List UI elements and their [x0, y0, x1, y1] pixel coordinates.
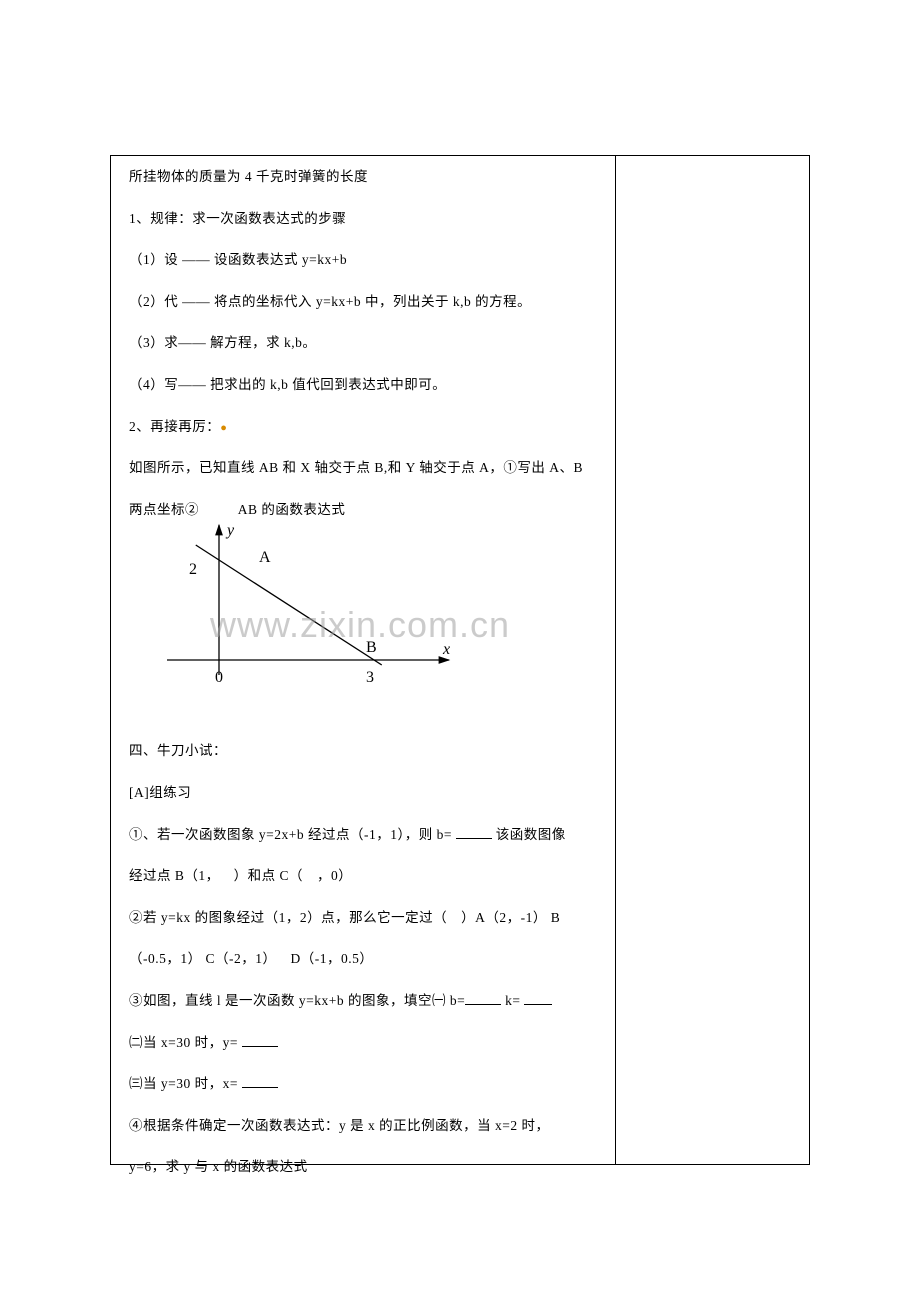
text-line: 1、规律：求一次函数表达式的步骤 — [129, 208, 597, 230]
text-line: y=6，求 y 与 x 的函数表达式 — [129, 1156, 597, 1178]
text-span: ㈡当 x=30 时，y= — [129, 1035, 242, 1050]
text-span: AB 的函数表达式 — [238, 502, 346, 517]
fill-blank — [524, 991, 552, 1005]
text-line: ③如图，直线 l 是一次函数 y=kx+b 的图象，填空㈠ b= k= — [129, 990, 597, 1012]
text-line: ㈢当 y=30 时，x= — [129, 1073, 597, 1095]
text-line: 经过点 B（1， ）和点 C（ ，0） — [129, 865, 597, 887]
text-span: 该函数图像 — [496, 827, 566, 842]
svg-text:3: 3 — [366, 669, 374, 686]
text-line: ②若 y=kx 的图象经过（1，2）点，那么它一定过（ ）A（2，-1） B — [129, 907, 597, 929]
text-line: ㈡当 x=30 时，y= — [129, 1032, 597, 1054]
text-line: 2、再接再厉：● — [129, 416, 597, 438]
svg-text:y: y — [225, 522, 235, 539]
coordinate-graph: y x A B 0 2 3 — [159, 520, 469, 710]
fill-blank — [242, 1075, 278, 1089]
text-line: （-0.5，1） C（-2，1） D（-1，0.5） — [129, 948, 597, 970]
text-line: （4）写—— 把求出的 k,b 值代回到表达式中即可。 — [129, 374, 597, 396]
text-span: k= — [505, 993, 524, 1008]
text-span: ①、若一次函数图象 y=2x+b 经过点（-1，1），则 b= — [129, 827, 456, 842]
text-line: ①、若一次函数图象 y=2x+b 经过点（-1，1），则 b= 该函数图像 — [129, 824, 597, 846]
svg-text:x: x — [442, 641, 450, 658]
svg-text:0: 0 — [215, 669, 223, 686]
svg-text:A: A — [259, 549, 271, 566]
fill-blank — [456, 825, 492, 839]
graph-svg: y x A B 0 2 3 — [159, 520, 469, 710]
margin-column — [616, 156, 811, 1164]
text-line: （1）设 —— 设函数表达式 y=kx+b — [129, 249, 597, 271]
svg-text:2: 2 — [189, 561, 197, 578]
fill-blank — [242, 1033, 278, 1047]
text-line: 两点坐标② AB 的函数表达式 — [129, 499, 597, 521]
dot-icon: ● — [220, 422, 227, 434]
section-heading: 四、牛刀小试： — [129, 740, 597, 762]
text-line: 如图所示，已知直线 AB 和 X 轴交于点 B,和 Y 轴交于点 A，①写出 A… — [129, 457, 597, 479]
text-line: [A]组练习 — [129, 782, 597, 804]
text-span: 两点坐标② — [129, 502, 199, 517]
text-span: ㈢当 y=30 时，x= — [129, 1076, 242, 1091]
text-line: 所挂物体的质量为 4 千克时弹簧的长度 — [129, 166, 597, 188]
text-span: 2、再接再厉： — [129, 419, 220, 434]
fill-blank — [465, 991, 501, 1005]
text-line: （2）代 —— 将点的坐标代入 y=kx+b 中，列出关于 k,b 的方程。 — [129, 291, 597, 313]
text-span: ③如图，直线 l 是一次函数 y=kx+b 的图象，填空㈠ b= — [129, 993, 465, 1008]
text-line: ④根据条件确定一次函数表达式：y 是 x 的正比例函数，当 x=2 时， — [129, 1115, 597, 1137]
main-content-column: 所挂物体的质量为 4 千克时弹簧的长度 1、规律：求一次函数表达式的步骤 （1）… — [111, 156, 616, 1164]
text-line: （3）求—— 解方程，求 k,b。 — [129, 332, 597, 354]
page-frame: 所挂物体的质量为 4 千克时弹簧的长度 1、规律：求一次函数表达式的步骤 （1）… — [110, 155, 810, 1165]
svg-text:B: B — [366, 639, 377, 656]
